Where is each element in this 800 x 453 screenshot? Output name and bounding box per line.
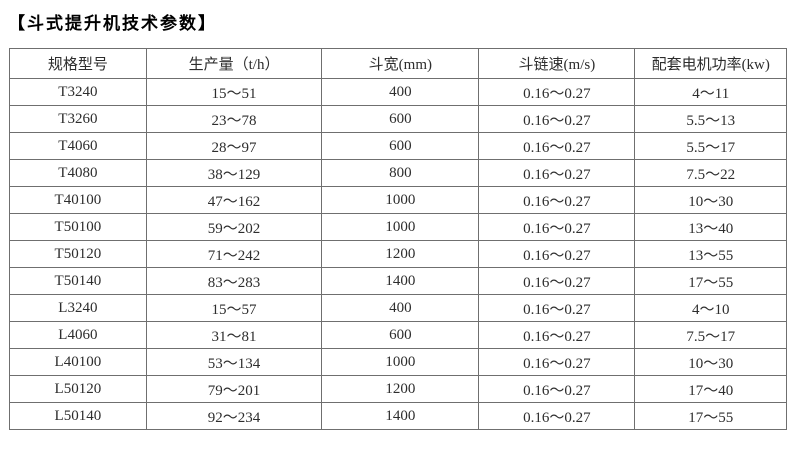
page-title: 【斗式提升机技术参数】: [8, 14, 217, 33]
table-cell: 800: [321, 159, 480, 187]
table-cell: 17～55: [634, 402, 787, 430]
table-cell: 10～30: [634, 348, 787, 376]
table-row: L50140 92～234 1400 0.16～0.27 17～55: [9, 402, 787, 430]
table-cell: 1200: [321, 240, 480, 268]
table-cell: 13～40: [634, 213, 787, 241]
table-row: L50120 79～201 1200 0.16～0.27 17～40: [9, 375, 787, 403]
table-cell: 7.5～22: [634, 159, 787, 187]
table-cell: T40100: [9, 186, 147, 214]
column-header: 斗链速(m/s): [478, 48, 636, 79]
table-cell: 5.5～17: [634, 132, 787, 160]
table-cell: 53～134: [145, 348, 323, 376]
table-cell: 0.16～0.27: [478, 105, 636, 133]
table-cell: 0.16～0.27: [478, 267, 636, 295]
table-cell: 4～11: [634, 78, 787, 106]
table-cell: 0.16～0.27: [478, 375, 636, 403]
table-row: T4060 28～97 600 0.16～0.27 5.5～17: [9, 132, 787, 160]
table-cell: 0.16～0.27: [478, 348, 636, 376]
table-cell: L4060: [9, 321, 147, 349]
table-cell: 17～40: [634, 375, 787, 403]
table-row: T50140 83～283 1400 0.16～0.27 17～55: [9, 267, 787, 295]
column-header: 生产量（t/h）: [145, 48, 323, 79]
table-cell: 400: [321, 78, 480, 106]
table-row: L3240 15～57 400 0.16～0.27 4～10: [9, 294, 787, 322]
table-cell: T3260: [9, 105, 147, 133]
table-cell: 0.16～0.27: [478, 402, 636, 430]
column-header: 配套电机功率(kw): [634, 48, 787, 79]
table-cell: 5.5～13: [634, 105, 787, 133]
table-cell: 15～51: [145, 78, 323, 106]
table-row: T40100 47～162 1000 0.16～0.27 10～30: [9, 186, 787, 214]
table-cell: L3240: [9, 294, 147, 322]
table-cell: 79～201: [145, 375, 323, 403]
table-row: T3240 15～51 400 0.16～0.27 4～11: [9, 78, 787, 106]
table-row: T50120 71～242 1200 0.16～0.27 13～55: [9, 240, 787, 268]
table-body: T3240 15～51 400 0.16～0.27 4～11 T3260 23～78 600 0…: [9, 78, 787, 430]
table-cell: 13～55: [634, 240, 787, 268]
table-cell: 1400: [321, 402, 480, 430]
table-cell: 600: [321, 321, 480, 349]
table-cell: 1000: [321, 348, 480, 376]
table-cell: 4～10: [634, 294, 787, 322]
table-cell: 0.16～0.27: [478, 294, 636, 322]
table-cell: 0.16～0.27: [478, 186, 636, 214]
table-cell: T50120: [9, 240, 147, 268]
table-cell: 1000: [321, 186, 480, 214]
table-cell: 17～55: [634, 267, 787, 295]
table-cell: 1200: [321, 375, 480, 403]
column-header: 斗宽(mm): [321, 48, 480, 79]
table-cell: 7.5～17: [634, 321, 787, 349]
table-row: T50100 59～202 1000 0.16～0.27 13～40: [9, 213, 787, 241]
table-cell: T50140: [9, 267, 147, 295]
table-cell: 0.16～0.27: [478, 132, 636, 160]
table-cell: T4080: [9, 159, 147, 187]
table-cell: 71～242: [145, 240, 323, 268]
table-row: L4060 31～81 600 0.16～0.27 7.5～17: [9, 321, 787, 349]
table-cell: 31～81: [145, 321, 323, 349]
table-cell: 10～30: [634, 186, 787, 214]
table-cell: 83～283: [145, 267, 323, 295]
table-cell: 59～202: [145, 213, 323, 241]
table-cell: 28～97: [145, 132, 323, 160]
table-cell: 0.16～0.27: [478, 240, 636, 268]
table-cell: 92～234: [145, 402, 323, 430]
table-row: L40100 53～134 1000 0.16～0.27 10～30: [9, 348, 787, 376]
table-cell: L50140: [9, 402, 147, 430]
table-cell: 38～129: [145, 159, 323, 187]
table-cell: 600: [321, 132, 480, 160]
table-header-row: 规格型号 生产量（t/h） 斗宽(mm) 斗链速(m/s) 配套电机功率(kw): [9, 48, 787, 79]
table-cell: 15～57: [145, 294, 323, 322]
table-cell: 600: [321, 105, 480, 133]
table-cell: 0.16～0.27: [478, 159, 636, 187]
table-cell: T4060: [9, 132, 147, 160]
table-cell: 0.16～0.27: [478, 78, 636, 106]
technical-parameters-table: 规格型号 生产量（t/h） 斗宽(mm) 斗链速(m/s) 配套电机功率(kw) T32…: [9, 48, 787, 430]
table-row: T4080 38～129 800 0.16～0.27 7.5～22: [9, 159, 787, 187]
table-cell: 0.16～0.27: [478, 213, 636, 241]
table-cell: 47～162: [145, 186, 323, 214]
table-cell: 1000: [321, 213, 480, 241]
table-cell: 400: [321, 294, 480, 322]
table-cell: L50120: [9, 375, 147, 403]
table-cell: T50100: [9, 213, 147, 241]
table-cell: T3240: [9, 78, 147, 106]
table-cell: 1400: [321, 267, 480, 295]
table-cell: 0.16～0.27: [478, 321, 636, 349]
column-header: 规格型号: [9, 48, 147, 79]
table-row: T3260 23～78 600 0.16～0.27 5.5～13: [9, 105, 787, 133]
table-cell: 23～78: [145, 105, 323, 133]
table-cell: L40100: [9, 348, 147, 376]
